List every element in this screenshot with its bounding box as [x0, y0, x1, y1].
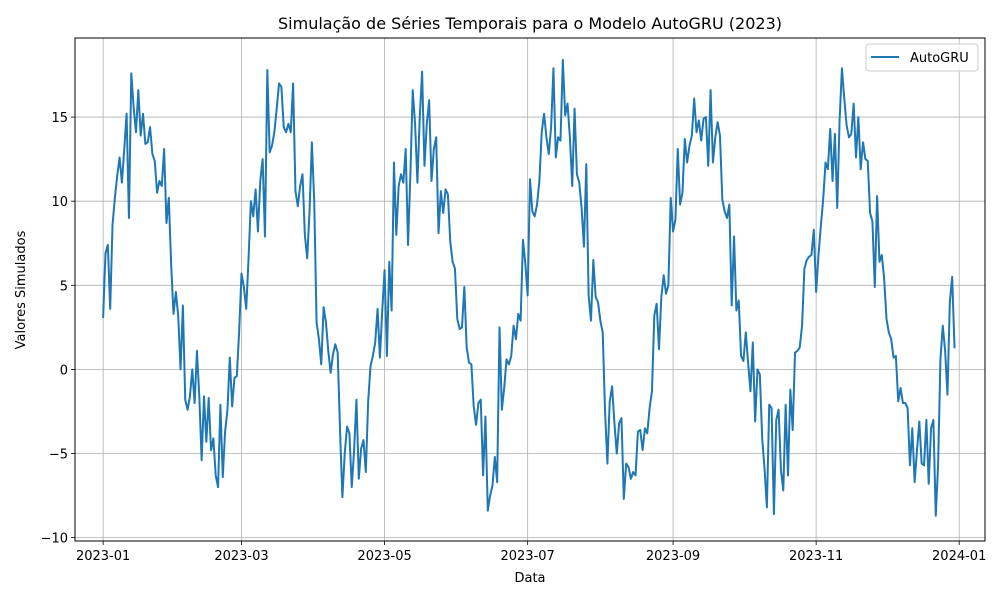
- plot-frame: [74, 37, 986, 542]
- y-tick-label: 5: [60, 279, 68, 294]
- x-tick-label: 2023-07: [500, 549, 554, 564]
- y-axis-label: Valores Simulados: [14, 230, 29, 349]
- legend-box: [865, 43, 979, 72]
- legend-label-autogru: AutoGRU: [910, 51, 969, 66]
- y-tick-label: 15: [51, 111, 68, 126]
- y-tick-label: 10: [51, 195, 68, 210]
- y-axis-ticks: −10 −5 0 5 10 15: [41, 111, 75, 547]
- y-tick-label: −5: [49, 448, 68, 463]
- series-layer: [102, 58, 956, 517]
- y-tick-label: 0: [60, 363, 68, 378]
- x-axis-label: Data: [514, 571, 545, 586]
- series-line-autogru: [102, 58, 956, 517]
- x-tick-label: 2023-03: [214, 549, 268, 564]
- x-tick-label: 2023-05: [357, 549, 411, 564]
- x-tick-label: 2023-09: [646, 549, 700, 564]
- x-tick-label: 2024-01: [932, 549, 986, 564]
- legend: AutoGRU: [865, 43, 979, 72]
- x-axis-ticks: 2023-01 2023-03 2023-05 2023-07 2023-09 2023-…: [76, 541, 986, 564]
- x-tick-label: 2023-11: [789, 549, 843, 564]
- chart-title: Simulação de Séries Temporais para o Mod…: [278, 14, 782, 33]
- x-tick-label: 2023-01: [76, 549, 130, 564]
- y-tick-label: −10: [41, 532, 68, 547]
